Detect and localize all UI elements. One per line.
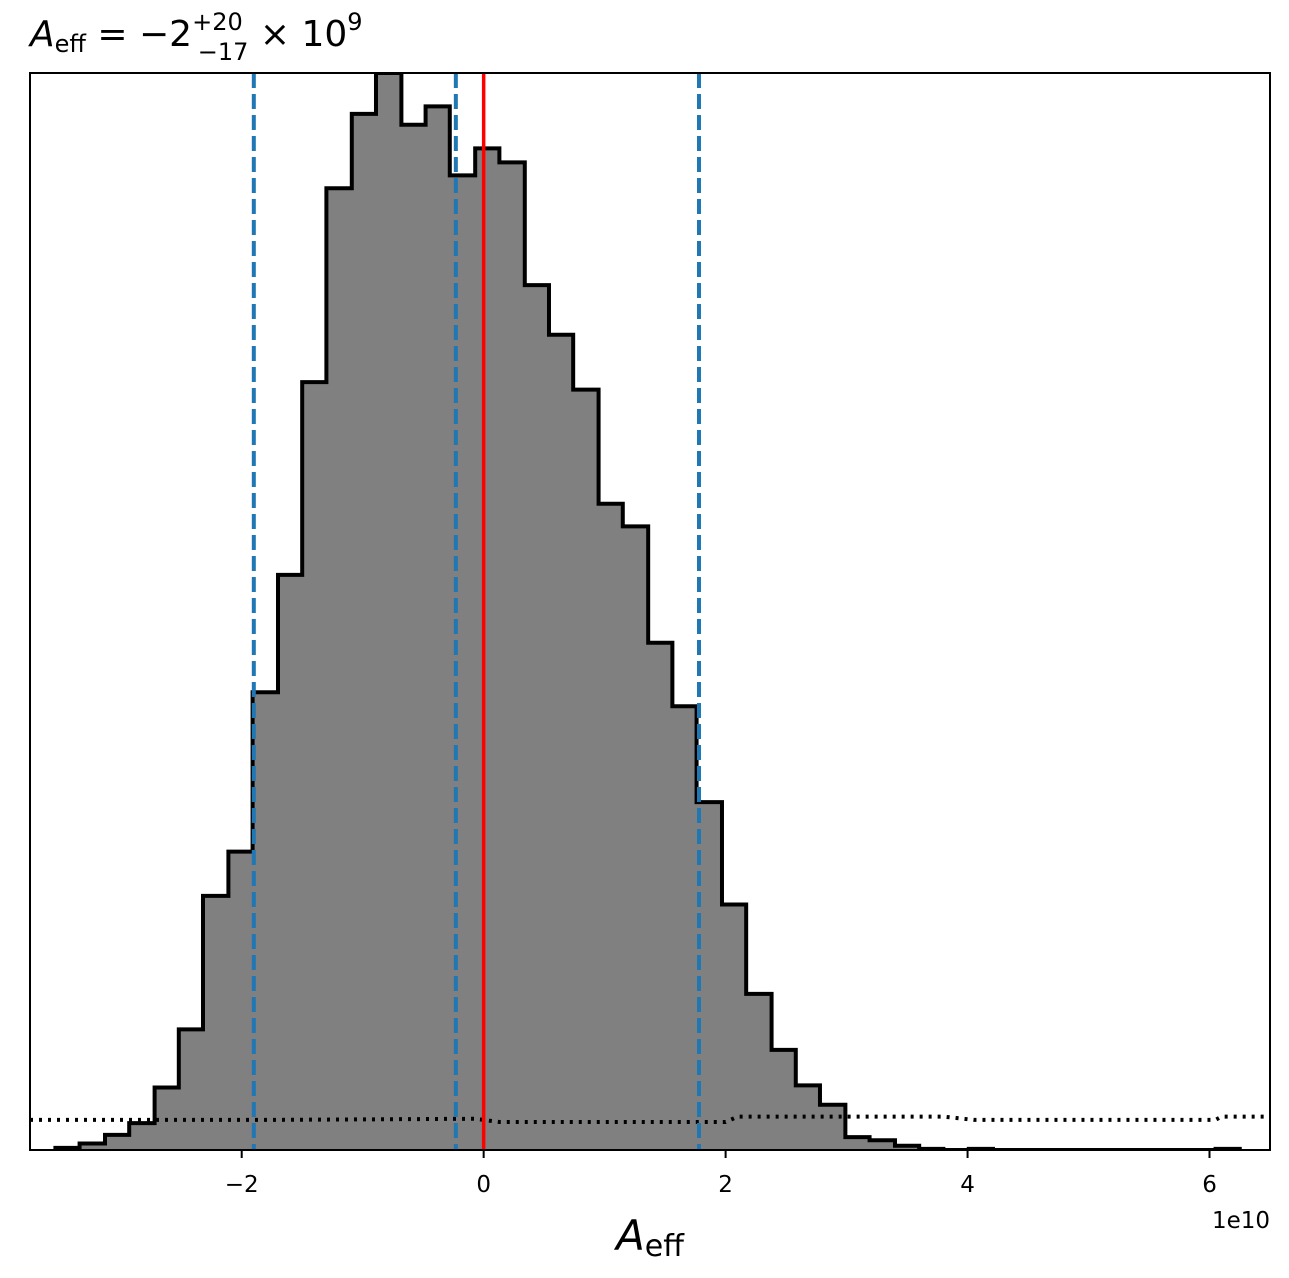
histogram-bar	[401, 124, 427, 1150]
histogram-bar	[524, 285, 550, 1150]
prior-dotted-line	[30, 1114, 1270, 1124]
histogram-bar	[499, 162, 526, 1150]
histogram-bar	[79, 1143, 106, 1150]
x-offset-label: 1e10	[1212, 1208, 1270, 1234]
x-tick-label: 6	[1202, 1172, 1217, 1198]
histogram-bar	[351, 113, 377, 1150]
histogram-bar	[894, 1145, 920, 1150]
histogram-bar	[425, 106, 451, 1150]
title-sub: −17	[198, 38, 249, 66]
x-tick-label: 0	[476, 1172, 491, 1198]
title-suffix-sup: 9	[347, 8, 362, 36]
histogram-bar	[105, 1134, 130, 1150]
x-axis-label-symbol: A	[613, 1211, 645, 1260]
histogram-bar	[622, 526, 649, 1150]
histogram-bar	[648, 642, 673, 1150]
histogram-bar	[375, 73, 402, 1150]
x-axis-label-sub: eff	[645, 1229, 685, 1264]
histogram-bars	[55, 73, 1241, 1150]
histogram-bar	[573, 389, 600, 1150]
histogram-bar	[771, 1049, 797, 1150]
histogram-bar	[672, 706, 698, 1150]
histogram-bar	[869, 1140, 896, 1150]
histogram-bar	[845, 1137, 871, 1150]
histogram-bar	[721, 904, 747, 1150]
title-sup: +20	[192, 8, 243, 36]
histogram-bar	[202, 895, 229, 1150]
histogram-bar	[129, 1123, 156, 1150]
histogram-bar	[278, 574, 303, 1150]
title-symbol-sub: eff	[55, 30, 87, 58]
x-tick-label: 4	[960, 1172, 975, 1198]
title-text: = −2	[86, 14, 192, 55]
histogram-bar	[178, 1029, 204, 1150]
histogram-bar	[252, 692, 279, 1150]
histogram-bar	[449, 175, 476, 1150]
histogram-bar	[819, 1104, 846, 1150]
x-axis-ticks: −2 0 2 4 6	[225, 1150, 1217, 1198]
plot-area	[30, 73, 1270, 1150]
title-suffix: × 10	[248, 14, 347, 55]
histogram-bar	[598, 503, 624, 1150]
x-tick-label: −2	[225, 1172, 259, 1198]
histogram-bar	[302, 382, 327, 1150]
x-axis-label: Aeff	[613, 1211, 685, 1264]
chart-title: Aeff = −2+20 −17 × 109	[28, 8, 363, 66]
histogram-bar	[326, 188, 353, 1150]
histogram-bar	[795, 1085, 821, 1150]
vertical-lines	[251, 73, 701, 1150]
histogram-bar	[548, 334, 574, 1150]
x-tick-label: 2	[718, 1172, 733, 1198]
histogram-bar	[228, 851, 254, 1150]
histogram-bar	[746, 993, 773, 1150]
histogram-bar	[475, 148, 500, 1150]
title-symbol: A	[28, 14, 55, 55]
axes-frame	[29, 72, 1271, 1151]
